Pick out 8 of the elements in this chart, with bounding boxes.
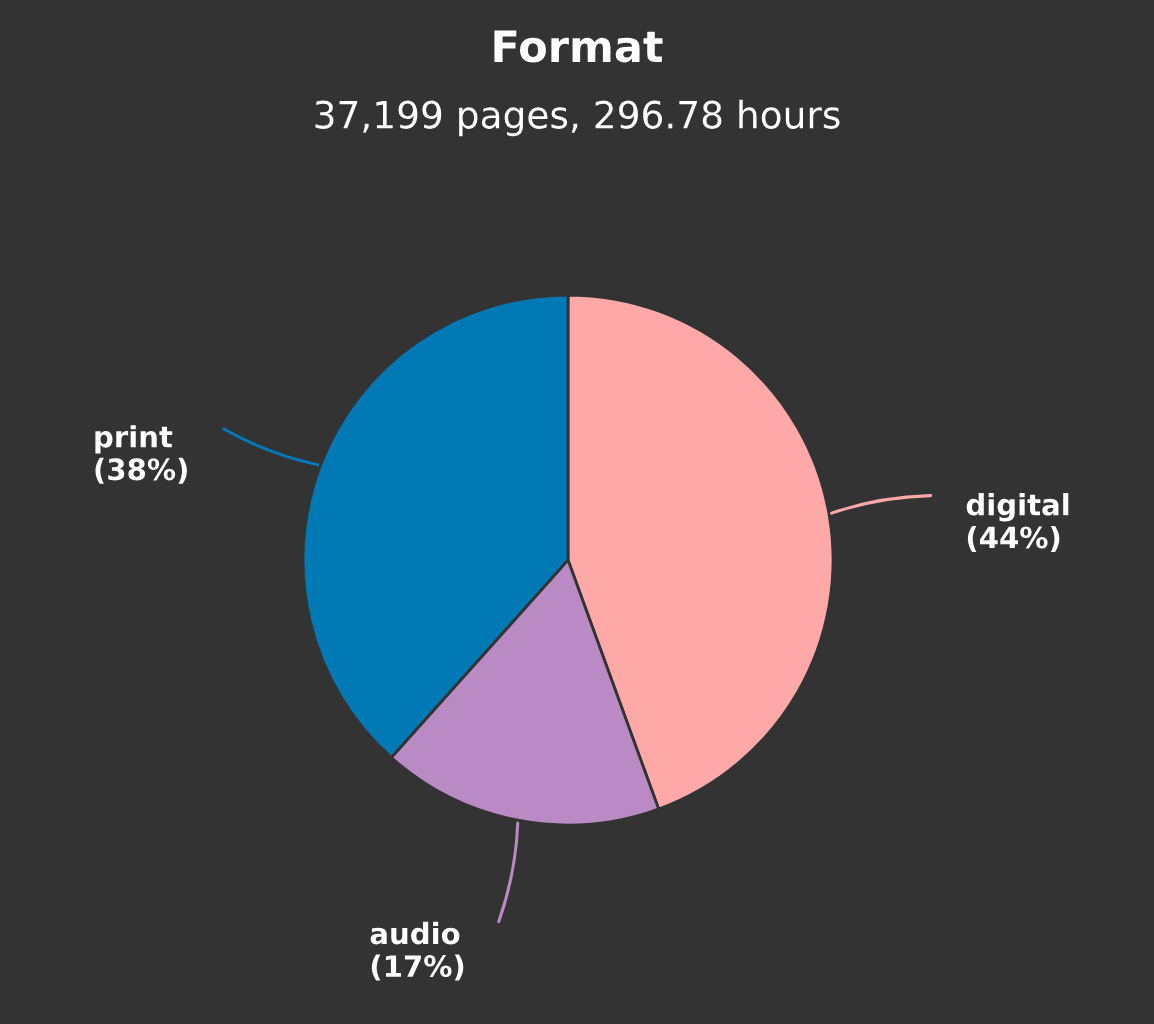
chart-title: Format — [494, 30, 663, 63]
chart-subtitle: 37,199 pages, 296.78 hours — [315, 99, 840, 137]
slice-label: audio — [370, 921, 460, 945]
data-label: (44%) — [967, 525, 1060, 552]
legend-label: digital — [966, 493, 1069, 522]
data-label: (17%) — [371, 954, 464, 981]
slice-label: print — [95, 425, 173, 454]
data-label: (38%) — [95, 457, 187, 484]
